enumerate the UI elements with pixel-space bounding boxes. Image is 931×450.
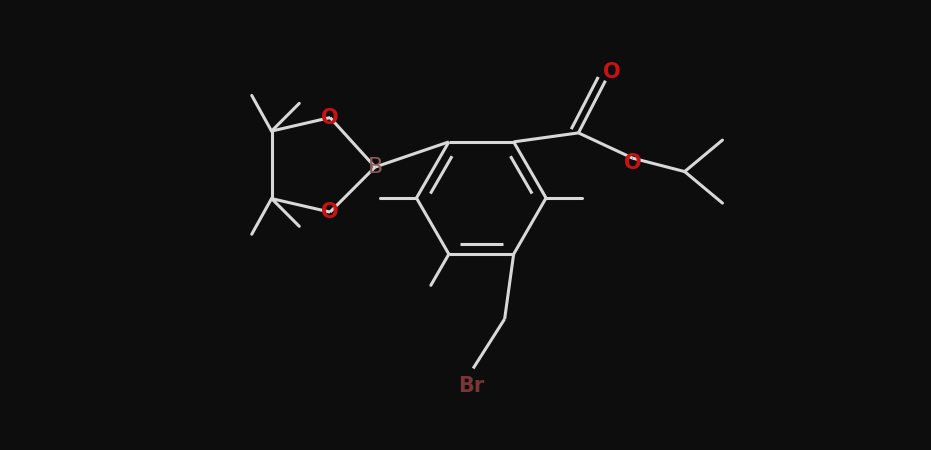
Text: Br: Br bbox=[458, 376, 484, 396]
Text: B: B bbox=[369, 157, 384, 177]
Text: O: O bbox=[603, 62, 621, 82]
Text: O: O bbox=[321, 108, 339, 128]
Text: O: O bbox=[321, 202, 339, 222]
Text: O: O bbox=[624, 153, 641, 173]
